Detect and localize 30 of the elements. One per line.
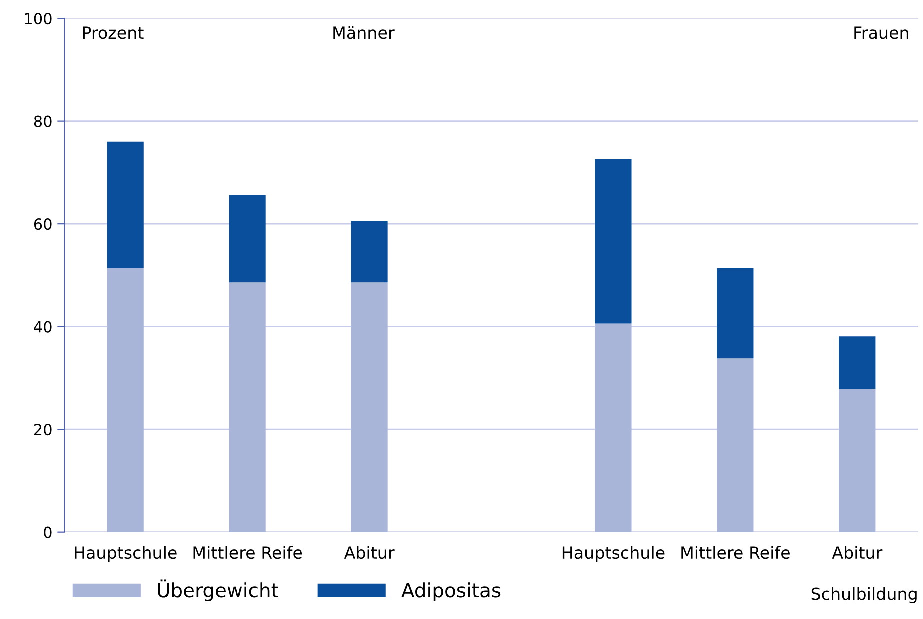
y-tick-label: 40 <box>34 321 52 333</box>
bar <box>595 159 632 324</box>
annotation: Frauen <box>854 26 908 40</box>
bar <box>351 282 388 532</box>
y-tick-label: 0 <box>44 526 52 538</box>
y-axis-title: Prozent <box>83 26 144 40</box>
x-tick-label: Abitur <box>832 546 883 560</box>
bar <box>351 220 388 283</box>
x-tick-label: Hauptschule <box>562 546 665 562</box>
bar <box>717 358 754 532</box>
x-tick-label: Abitur <box>344 546 395 560</box>
y-tick-label: 100 <box>25 13 52 25</box>
legend-label: Übergewicht <box>158 580 278 602</box>
bar <box>229 195 266 283</box>
x-axis-title: Schulbildung <box>812 587 917 604</box>
bar <box>229 282 266 532</box>
y-tick-label: 20 <box>34 424 52 436</box>
annotation: Männer <box>334 26 395 40</box>
y-tick-label: 60 <box>34 218 52 230</box>
bar <box>107 268 144 532</box>
bar <box>717 268 754 359</box>
legend-label: Adipositas <box>402 582 501 602</box>
bar <box>839 389 876 532</box>
bar <box>107 142 144 268</box>
x-tick-label: Mittlere Reife <box>682 546 790 560</box>
bar <box>839 336 876 389</box>
x-tick-label: Mittlere Reife <box>194 546 302 560</box>
bar <box>595 324 632 532</box>
y-tick-label: 80 <box>34 116 52 128</box>
x-tick-label: Hauptschule <box>75 546 177 562</box>
